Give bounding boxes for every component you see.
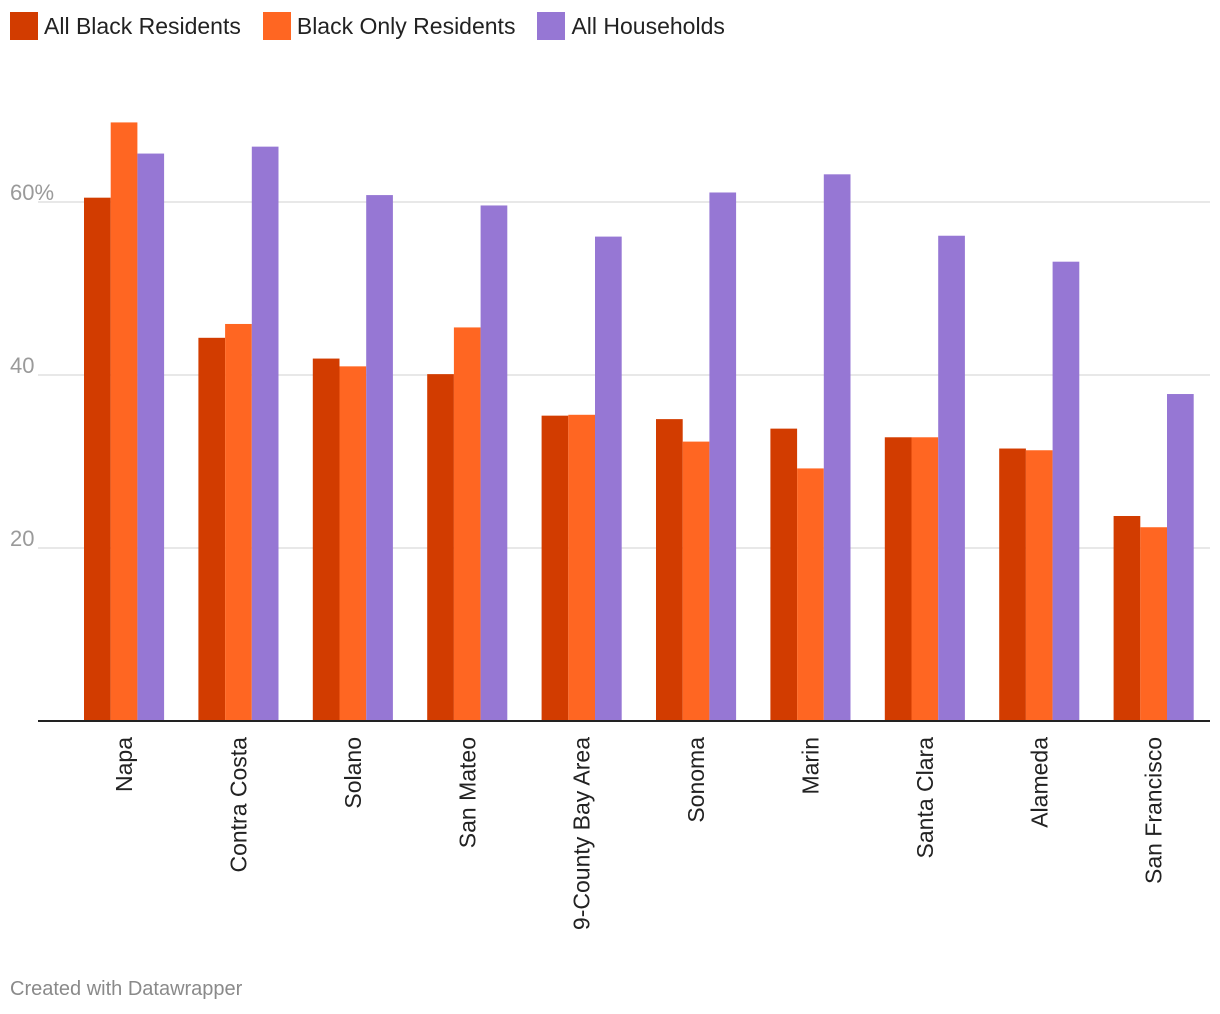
bar: [481, 205, 508, 721]
x-tick-label: 9-County Bay Area: [569, 737, 595, 930]
bar: [252, 147, 279, 721]
bar: [770, 429, 797, 721]
footer-credit: Created with Datawrapper: [10, 978, 242, 1001]
bar: [1140, 527, 1167, 721]
bar: [313, 359, 340, 721]
bar: [1053, 262, 1080, 721]
bar: [111, 122, 138, 721]
x-tick-label: Napa: [111, 737, 137, 792]
bar: [912, 437, 939, 721]
x-tick-label: Santa Clara: [912, 737, 938, 859]
bar: [427, 374, 454, 721]
bar: [84, 198, 111, 721]
bar: [137, 154, 164, 721]
bar: [797, 468, 824, 721]
y-tick-label: 20: [10, 526, 34, 551]
bar: [366, 195, 393, 721]
bar-chart: 20 40 60% Napa Contra Costa Solano San Mateo 9-…: [0, 0, 1220, 970]
bar: [999, 449, 1026, 721]
x-tick-label: Marin: [797, 737, 823, 795]
y-tick-label: 60%: [10, 180, 54, 205]
x-tick-label: Contra Costa: [225, 737, 251, 873]
bar: [454, 327, 481, 721]
bar: [542, 416, 569, 721]
bar: [595, 237, 622, 721]
bar: [568, 415, 595, 721]
bar: [709, 192, 736, 721]
bar: [1114, 516, 1141, 721]
bar: [225, 324, 252, 721]
x-tick-label: Sonoma: [683, 737, 709, 823]
bar: [885, 437, 912, 721]
bar: [1167, 394, 1194, 721]
bar: [683, 442, 710, 721]
x-tick-label: San Mateo: [454, 737, 480, 848]
x-tick-label: San Francisco: [1141, 737, 1167, 884]
bar: [824, 174, 851, 721]
bar: [938, 236, 965, 721]
x-tick-label: Solano: [340, 737, 366, 809]
bar: [198, 338, 225, 721]
bar: [1026, 450, 1053, 721]
x-tick-label: Alameda: [1026, 737, 1052, 828]
y-tick-label: 40: [10, 353, 34, 378]
bar: [340, 366, 367, 721]
bar: [656, 419, 683, 721]
